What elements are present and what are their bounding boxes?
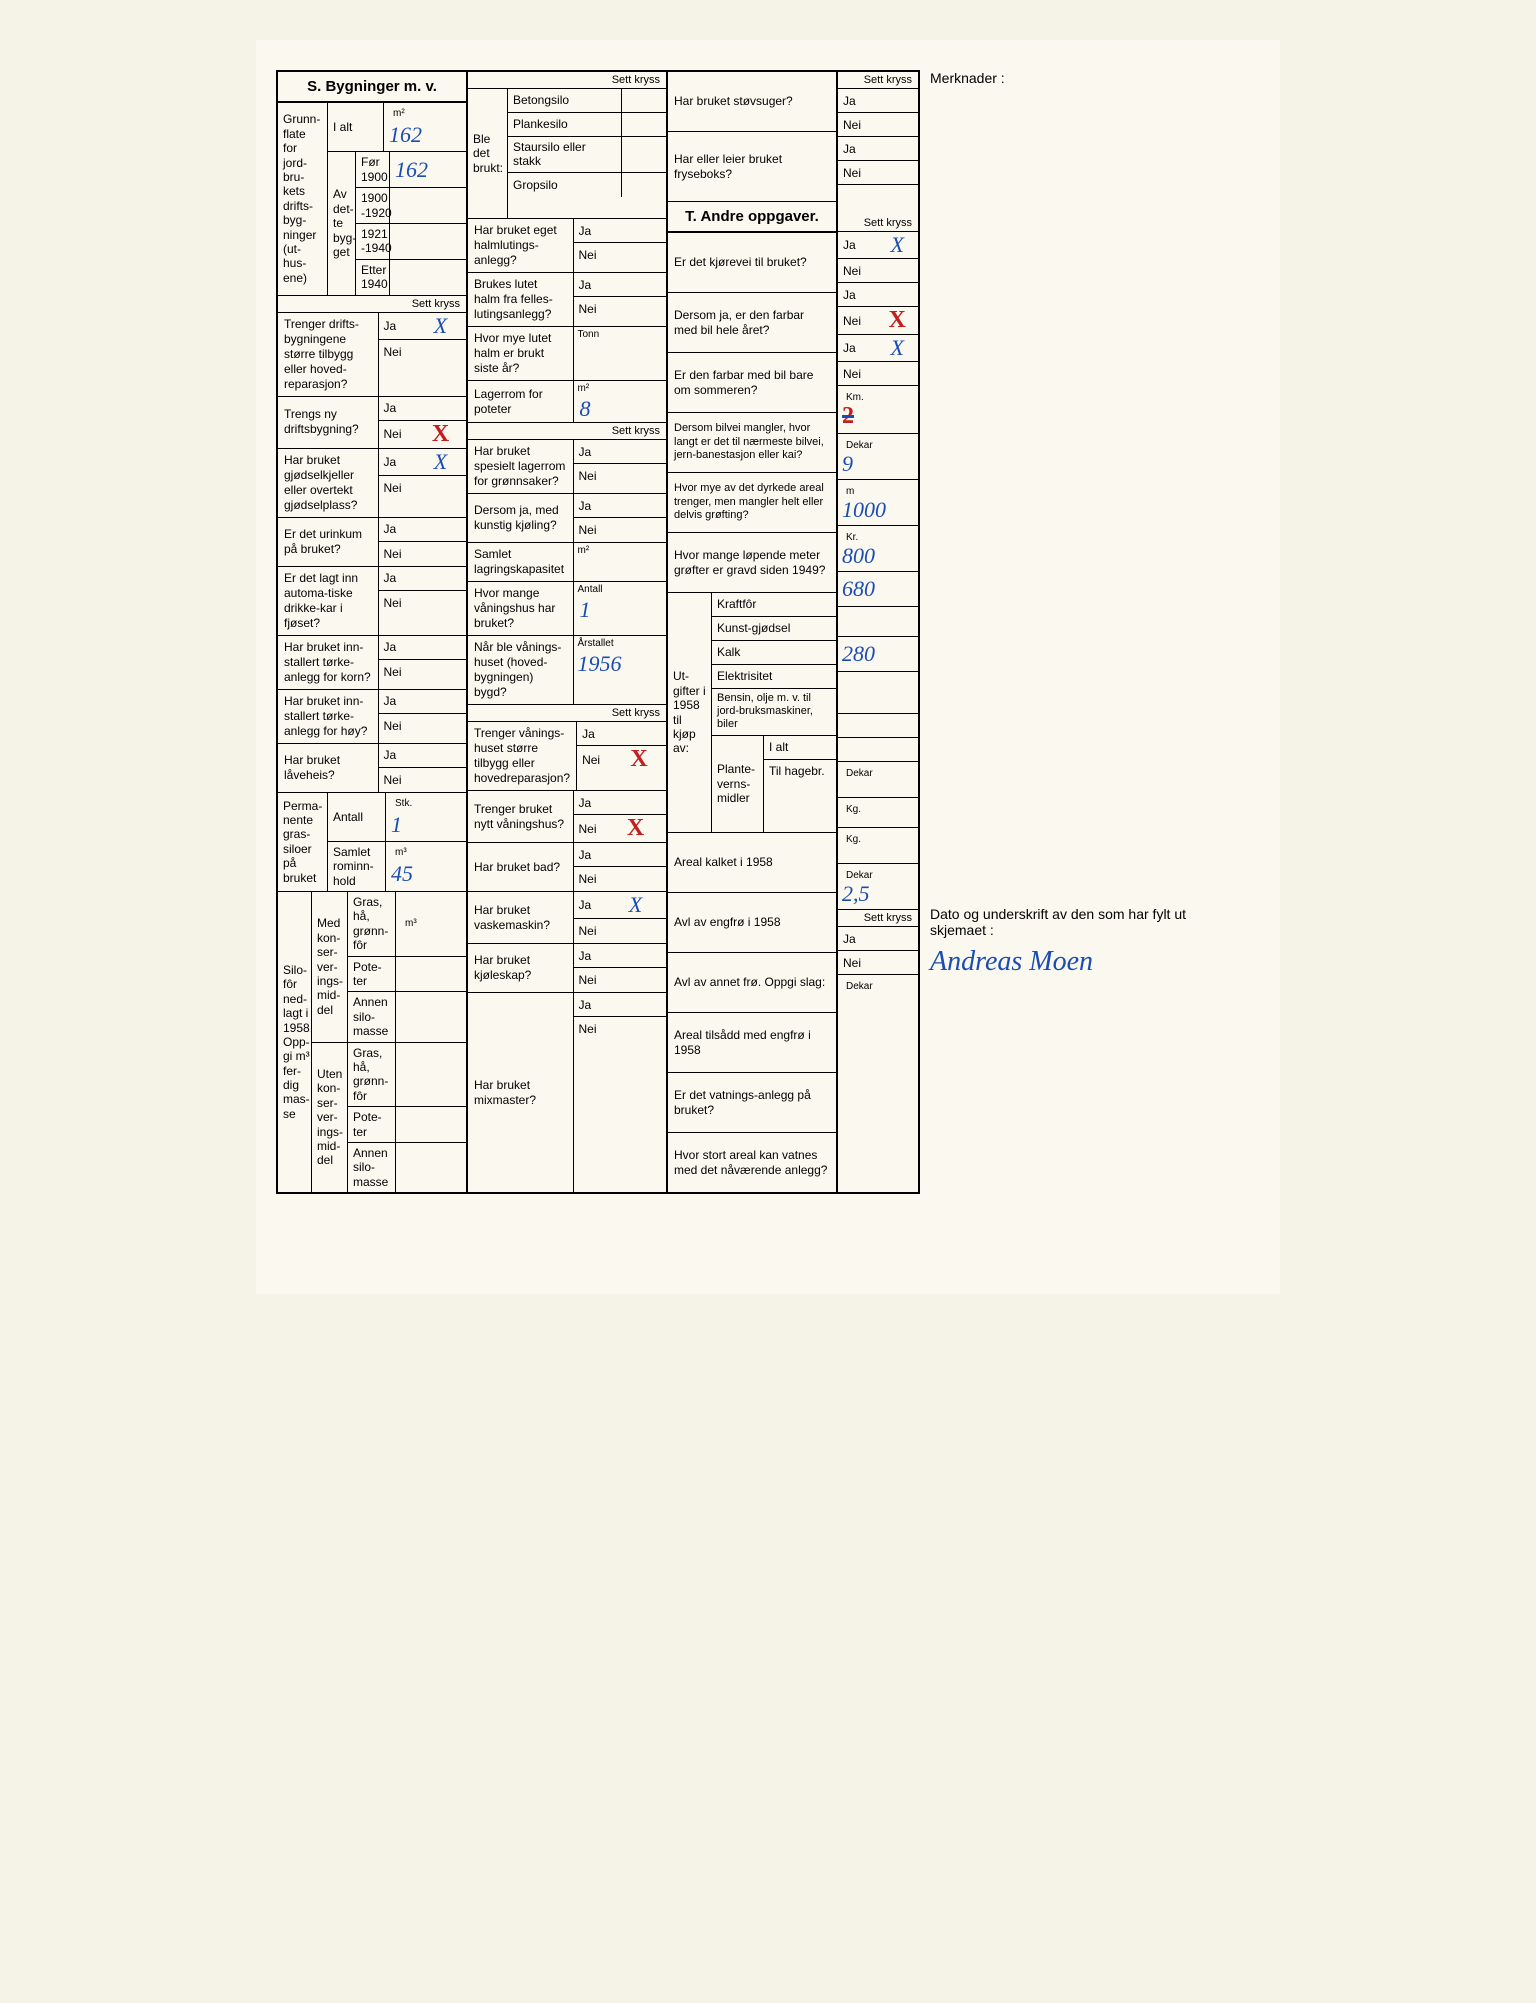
sett-kryss-1: Sett kryss [278, 296, 466, 313]
ialt-value: 162 [389, 122, 422, 148]
q-urinkum: Er det urinkum på bruket? [278, 518, 379, 566]
q-bilvei: Dersom bilvei mangler, hvor langt er det… [668, 413, 836, 473]
q-trenger-nytt: Trenger bruket nytt våningshus? [468, 791, 574, 842]
p1900-label: 1900 -1920 [356, 188, 390, 223]
perm-label: Perma-nente gras-siloer på bruket [278, 793, 328, 892]
kjorevei-ja: X [876, 232, 918, 258]
q-sommer: Er den farbar med bil bare om sommeren? [668, 353, 836, 413]
q-kjorevei: Er det kjørevei til bruket? [668, 233, 836, 293]
trenger-ja: X [419, 313, 463, 339]
vaske-ja: X [614, 892, 658, 918]
dato-label: Dato og underskrift av den som har fylt … [930, 906, 1200, 938]
p1921-label: 1921 -1940 [356, 224, 390, 259]
q-hvorstort: Hvor stort areal kan vatnes med det nåvæ… [668, 1133, 836, 1192]
form-grid: S. Bygninger m. v. Grunn-flate for jord-… [276, 70, 920, 1194]
ble-brukt: Ble det brukt: [468, 89, 508, 218]
avdette-label: Av det-te byg-get [328, 152, 356, 294]
perm-antall-val: 1 [391, 812, 402, 838]
q-vatning: Er det vatnings-anlegg på bruket? [668, 1073, 836, 1133]
silo-label: Silo-fôr ned-lagt i 1958. Opp-gi m³ fer-… [278, 892, 312, 1192]
sett-kryss-2: Sett kryss [468, 72, 666, 89]
signature: Andreas Moen [930, 946, 1200, 978]
silo-uten: Uten kon-ser-ver-ings-mid-del [312, 1043, 348, 1193]
q-fryse: Har eller leier bruket fryseboks? [668, 132, 836, 202]
q-avlannet: Avl av annet frø. Oppgi slag: [668, 953, 836, 1013]
farbar-nei: X [876, 307, 918, 334]
column-middle-left: Sett kryss Ble det brukt: Betongsilo Pla… [468, 72, 668, 1192]
q-lagerpotet: Lagerrom for poteter [468, 381, 574, 422]
section-t-header: T. Andre oppgaver. [668, 202, 836, 233]
q-auto-drikkekar: Er det lagt inn automa-tiske drikke-kar … [278, 567, 379, 635]
q-meter: Hvor mange løpende meter grøfter er grav… [668, 533, 836, 593]
gjodsel-ja: X [419, 449, 463, 475]
q-torke-korn: Har bruket inn-stallert tørke-anlegg for… [278, 636, 379, 689]
column-s-left: S. Bygninger m. v. Grunn-flate for jord-… [278, 72, 468, 1192]
kunstgj-val: 680 [838, 572, 918, 607]
q-groft: Hvor mye av det dyrkede areal trenger, m… [668, 473, 836, 533]
dekar-val: 9 [842, 451, 853, 476]
perm-antall-label: Antall [328, 793, 386, 841]
q-tilsadd: Areal tilsådd med engfrø i 1958 [668, 1013, 836, 1073]
q-vaninghus: Hvor mange våningshus har bruket? [468, 582, 574, 635]
trengerv-nei: X [617, 746, 661, 773]
utgifter-label: Ut-gifter i 1958 til kjøp av: [668, 593, 712, 832]
grunnflate-label: Grunn-flate for jord-bru-kets drifts-byg… [278, 103, 328, 295]
q-avlengfro: Avl av engfrø i 1958 [668, 893, 836, 953]
q-narble: Når ble vånings-huset (hoved-bygningen) … [468, 636, 574, 704]
m-val: 1000 [842, 497, 886, 522]
etter1940-label: Etter 1940 [356, 260, 390, 295]
for1900-value: 162 [390, 152, 466, 187]
merknader-label: Merknader : [930, 70, 1200, 86]
elektr-val: 280 [838, 637, 918, 672]
perm-rominn-label: Samlet rominn-hold [328, 842, 386, 891]
silo-med: Med kon-ser-ver-ings-mid-del [312, 892, 348, 1042]
q-arealkalk: Areal kalket i 1958 [668, 833, 836, 893]
potet-val: 8 [574, 396, 667, 422]
q-farbar: Dersom ja, er den farbar med bil hele år… [668, 293, 836, 353]
q-samlet: Samlet lagringskapasitet [468, 543, 574, 581]
perm-m3-val: 45 [391, 861, 413, 887]
q-trenger-vaning: Trenger vånings-huset større tilbygg ell… [468, 722, 577, 790]
q-laveheis: Har bruket låveheis? [278, 744, 379, 792]
q-hvormye: Hvor mye lutet halm er brukt siste år? [468, 327, 574, 380]
q-trengs-ny: Trengs ny driftsbygning? [278, 397, 379, 448]
q-gjodsel: Har bruket gjødselkjeller eller overtekt… [278, 449, 379, 517]
tilsadd-val: 2,5 [842, 881, 870, 906]
q-trenger-drifts: Trenger drifts-bygningene større tilbygg… [278, 313, 379, 396]
q-vaske: Har bruket vaskemaskin? [468, 892, 574, 943]
arstallet-val: 1956 [574, 651, 667, 677]
sommer-ja: X [876, 335, 918, 361]
column-middle-right: Har bruket støvsuger? Har eller leier br… [668, 72, 838, 1192]
q-mix: Har bruket mixmaster? [468, 993, 574, 1192]
q-brukes-lutet: Brukes lutet halm fra felles-lutingsanle… [468, 273, 574, 326]
q-stov: Har bruket støvsuger? [668, 72, 836, 132]
q-kjoling: Dersom ja, med kunstig kjøling? [468, 494, 574, 542]
section-s-header: S. Bygninger m. v. [278, 72, 466, 103]
q-halmlut: Har bruket eget halmlutings-anlegg? [468, 219, 574, 272]
form-page: S. Bygninger m. v. Grunn-flate for jord-… [256, 40, 1280, 1294]
ialt-label: I alt [328, 103, 384, 151]
trengsny-nei: X [419, 421, 463, 448]
q-kjole: Har bruket kjøleskap? [468, 944, 574, 992]
antall-val: 1 [574, 597, 667, 623]
km-val: 2 [842, 403, 854, 429]
trengernytt-nei: X [614, 815, 658, 842]
sidebar-notes: Merknader : Dato og underskrift av den s… [920, 70, 1200, 1194]
q-lagergronn: Har bruket spesielt lagerrom for grønnsa… [468, 440, 574, 493]
m2-unit: m² [389, 106, 409, 122]
q-torke-hoy: Har bruket inn-stallert tørke-anlegg for… [278, 690, 379, 743]
q-bad: Har bruket bad? [468, 843, 574, 891]
for1900-label: Før 1900 [356, 152, 390, 187]
column-right: Sett kryss Ja Nei Ja Nei Sett kryss JaX … [838, 72, 918, 1192]
kraftfor-val: 800 [842, 543, 875, 568]
